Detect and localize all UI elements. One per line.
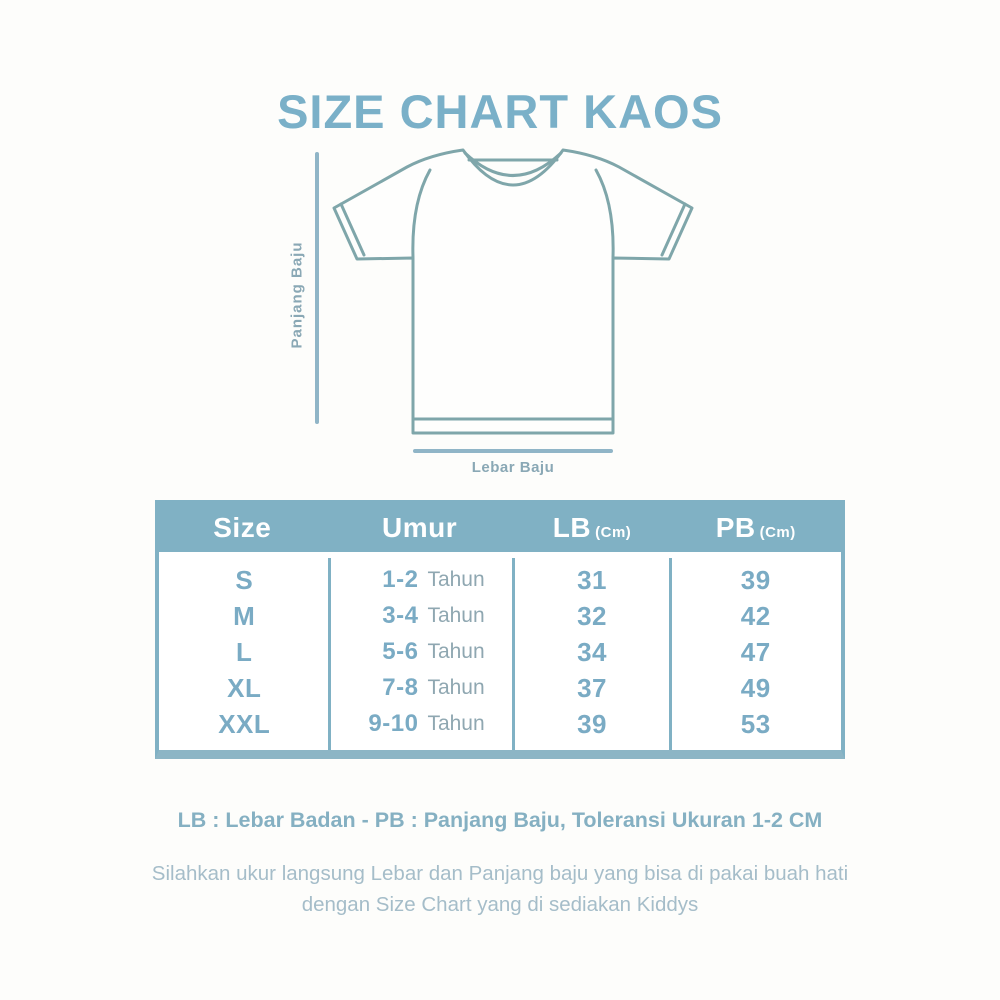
age-number: 7-8 xyxy=(382,674,419,701)
cell-pb: 49 xyxy=(740,672,771,703)
cell-age: 5-6 Tahun xyxy=(330,634,514,670)
description-line-2: dengan Size Chart yang di sediakan Kiddy… xyxy=(301,893,699,916)
description-line-1: Silahkan ukur langsung Lebar dan Panjang… xyxy=(151,862,849,885)
footnote: LB : Lebar Badan - PB : Panjang Baju, To… xyxy=(177,808,823,832)
panjang-baju-measure-line xyxy=(315,152,319,424)
table-row: M 3-4 Tahun 32 42 xyxy=(159,598,841,634)
age-unit: Tahun xyxy=(427,676,485,699)
cell-lb: 37 xyxy=(577,672,608,703)
size-table: Size Umur LB (Cm) PB (Cm) S 1-2 Tahun 31 39… xyxy=(155,500,845,759)
column-divider xyxy=(512,558,516,750)
cell-size: M xyxy=(233,600,256,631)
table-row: XL 7-8 Tahun 37 49 xyxy=(159,670,841,706)
cell-size: XXL xyxy=(218,708,271,739)
cell-lb: 31 xyxy=(577,564,608,595)
cell-lb: 34 xyxy=(577,636,608,667)
cell-lb: 32 xyxy=(577,600,608,631)
cell-age: 9-10 Tahun xyxy=(330,706,514,742)
header-unit: (Cm) xyxy=(595,524,632,541)
age-number: 9-10 xyxy=(368,710,419,737)
age-unit: Tahun xyxy=(427,640,485,663)
header-label: Size xyxy=(213,512,272,543)
lebar-baju-measure-line xyxy=(413,449,613,453)
column-header-pb: PB (Cm) xyxy=(670,500,841,552)
cell-pb: 39 xyxy=(740,564,771,595)
cell-pb: 47 xyxy=(740,636,771,667)
lebar-baju-label: Lebar Baju xyxy=(471,459,555,476)
table-row: L 5-6 Tahun 34 47 xyxy=(159,634,841,670)
column-header-size: Size xyxy=(159,500,330,552)
tshirt-outline-icon xyxy=(332,148,694,435)
header-unit: (Cm) xyxy=(759,524,796,541)
column-header-umur: Umur xyxy=(330,500,514,552)
column-divider xyxy=(669,558,672,750)
cell-age: 7-8 Tahun xyxy=(330,670,514,706)
table-body: S 1-2 Tahun 31 39 M 3-4 Tahun 32 42 L 5-6 T… xyxy=(159,555,841,750)
column-header-lb: LB (Cm) xyxy=(514,500,671,552)
age-number: 3-4 xyxy=(382,602,419,629)
age-number: 5-6 xyxy=(382,638,419,665)
table-header-row: Size Umur LB (Cm) PB (Cm) xyxy=(159,500,841,555)
header-label: Umur xyxy=(382,512,458,543)
age-unit: Tahun xyxy=(427,568,485,591)
cell-size: S xyxy=(235,564,254,595)
cell-age: 1-2 Tahun xyxy=(330,562,514,598)
table-row: XXL 9-10 Tahun 39 53 xyxy=(159,706,841,742)
panjang-baju-label: Panjang Baju xyxy=(288,241,306,349)
page-title: SIZE CHART KAOS xyxy=(277,85,723,138)
age-unit: Tahun xyxy=(427,712,485,735)
description: Silahkan ukur langsung Lebar dan Panjang… xyxy=(0,858,1000,920)
age-unit: Tahun xyxy=(427,604,485,627)
age-number: 1-2 xyxy=(382,566,419,593)
cell-size: XL xyxy=(227,672,262,703)
header-label: PB xyxy=(715,512,756,543)
cell-lb: 39 xyxy=(577,708,608,739)
cell-pb: 42 xyxy=(740,600,771,631)
header-label: LB xyxy=(552,512,592,543)
cell-pb: 53 xyxy=(740,708,771,739)
cell-size: L xyxy=(236,636,253,667)
cell-age: 3-4 Tahun xyxy=(330,598,514,634)
column-divider xyxy=(328,558,331,750)
table-row: S 1-2 Tahun 31 39 xyxy=(159,562,841,598)
